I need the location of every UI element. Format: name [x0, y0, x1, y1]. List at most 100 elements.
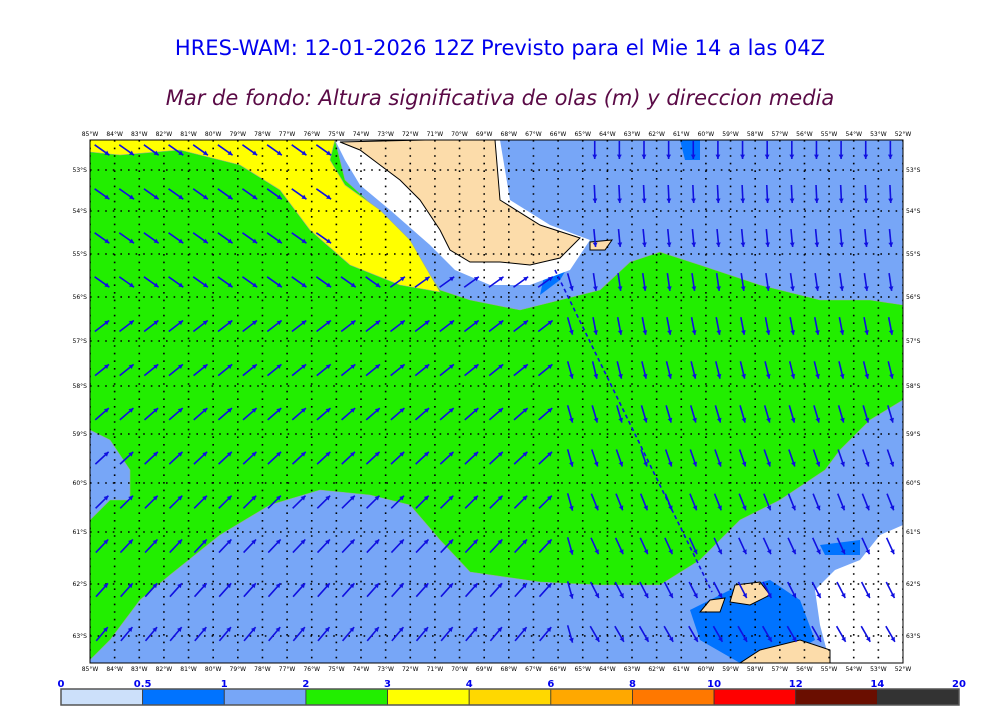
arrow-head-icon [790, 286, 795, 291]
arrow-head-icon [693, 636, 698, 642]
arrow-head-icon [178, 238, 184, 244]
colorbar-swatch [468, 688, 552, 706]
lon-label-top: 74°W [353, 131, 370, 138]
arrow-head-icon [717, 549, 723, 555]
arrow-head-icon [789, 154, 795, 159]
arrow-head-icon [889, 461, 895, 467]
arrow-head-icon [594, 549, 599, 555]
lon-label-top: 68°W [501, 131, 518, 138]
arrow-head-icon [715, 198, 721, 203]
lon-label-top: 61°W [673, 131, 690, 138]
lat-label-right: 53°S [906, 167, 921, 174]
arrow-head-icon [715, 242, 721, 247]
arrow-head-icon [890, 549, 895, 555]
lon-label-bottom: 84°W [106, 666, 123, 673]
arrow-head-icon [178, 320, 184, 326]
arrow-head-icon [791, 461, 796, 467]
arrow-shaft [912, 494, 919, 511]
lon-label-top: 63°W [624, 131, 641, 138]
arrow-head-icon [716, 286, 721, 291]
arrow-head-icon [914, 505, 918, 510]
lon-label-top: 83°W [131, 131, 148, 138]
arrow-head-icon [593, 461, 599, 467]
arrow-head-icon [202, 194, 208, 200]
arrow-head-icon [642, 330, 648, 335]
arrow-shaft [912, 405, 917, 422]
lon-label-top: 69°W [476, 131, 493, 138]
arrow-head-icon [913, 198, 918, 202]
map-frame [89, 139, 904, 664]
arrow-head-icon [592, 242, 598, 247]
arrow-head-icon [153, 238, 159, 244]
arrow-head-icon [498, 408, 503, 413]
arrow-head-icon [547, 320, 553, 326]
arrow-head-icon [522, 539, 528, 545]
arrow-head-icon [594, 636, 600, 642]
colorbar-label: 2 [302, 679, 309, 690]
wave-direction-arrows [94, 141, 919, 643]
lon-label-bottom: 75°W [328, 666, 345, 673]
arrow-head-icon [276, 282, 282, 288]
arrow-head-icon [177, 539, 183, 545]
lon-label-top: 66°W [550, 131, 567, 138]
lat-label-right: 54°S [906, 208, 921, 215]
lon-label-bottom: 83°W [131, 666, 148, 673]
lon-label-bottom: 79°W [230, 666, 247, 673]
lon-label-top: 78°W [254, 131, 271, 138]
arrow-head-icon [864, 461, 870, 467]
arrow-head-icon [424, 451, 429, 457]
colorbar-label: 20 [952, 679, 966, 690]
arrow-head-icon [177, 408, 183, 413]
arrow-shaft [913, 317, 916, 335]
arrow-head-icon [152, 627, 158, 633]
arrow-head-icon [374, 627, 379, 633]
arrow-head-icon [742, 593, 747, 598]
arrow-head-icon [840, 461, 845, 467]
arrow-head-icon [276, 495, 281, 501]
arrow-head-icon [716, 373, 722, 379]
arrow-head-icon [251, 495, 257, 501]
arrow-head-icon [153, 320, 159, 326]
arrow-head-icon [152, 495, 158, 501]
arrow-head-icon [740, 286, 746, 291]
arrow-head-icon [765, 198, 770, 203]
arrow-head-icon [522, 495, 528, 501]
lon-label-bottom: 81°W [180, 666, 197, 673]
arrow-head-icon [472, 539, 478, 545]
map-title: HRES-WAM: 12-01-2026 12Z Previsto para e… [174, 36, 826, 60]
arrow-head-icon [227, 364, 233, 369]
colorbar-label: 6 [547, 679, 554, 690]
arrow-head-icon [424, 408, 430, 413]
arrow-head-icon [153, 451, 158, 457]
lat-label-right: 59°S [906, 431, 921, 438]
arrow-head-icon [717, 593, 723, 598]
colorbar-label: 1 [221, 679, 228, 690]
arrow-head-icon [202, 495, 207, 501]
arrow-head-icon [594, 593, 599, 598]
arrow-head-icon [619, 593, 624, 598]
arrow-head-icon [473, 408, 479, 413]
arrow-head-icon [325, 539, 330, 545]
arrow-head-icon [251, 451, 257, 457]
arrow-head-icon [815, 417, 821, 423]
arrow-head-icon [642, 242, 647, 247]
arrow-head-icon [399, 539, 404, 545]
lon-label-bottom: 59°W [722, 666, 739, 673]
arrow-head-icon [547, 364, 553, 369]
arrow-head-icon [691, 286, 697, 291]
arrow-head-icon [301, 150, 307, 156]
arrow-head-icon [863, 242, 869, 247]
lon-label-bottom: 53°W [870, 666, 887, 673]
lat-label-left: 58°S [73, 383, 88, 390]
arrow-head-icon [692, 417, 697, 423]
arrow-head-icon [275, 583, 281, 589]
lon-label-bottom: 71°W [427, 666, 444, 673]
arrow-head-icon [741, 417, 747, 423]
arrow-head-icon [791, 549, 796, 555]
arrow-head-icon [569, 417, 574, 423]
lat-label-right: 61°S [906, 529, 921, 536]
arrow-head-icon [617, 330, 623, 335]
arrow-head-icon [399, 364, 405, 369]
map-subtitle: Mar de fondo: Altura significativa de ol… [165, 86, 835, 110]
colorbar-label: 4 [466, 679, 473, 690]
